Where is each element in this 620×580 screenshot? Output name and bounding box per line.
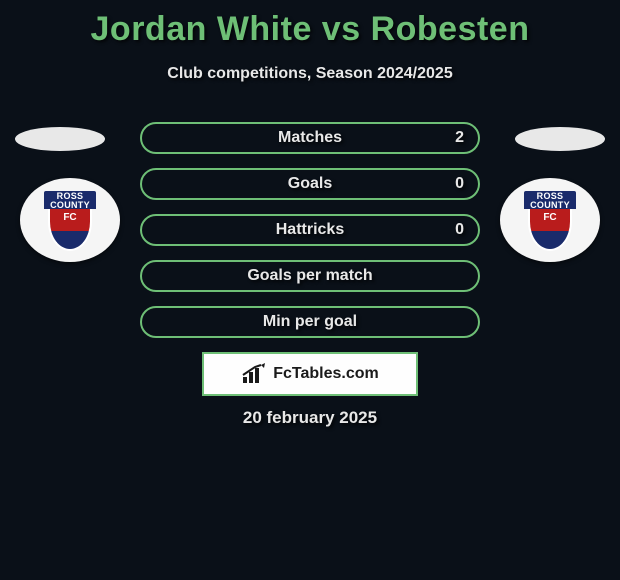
stat-row-matches: Matches 2 [140,122,480,154]
crest-shield-left [48,209,92,251]
page-title: Jordan White vs Robesten [0,0,620,49]
bar-chart-icon [241,363,267,385]
page-subtitle: Club competitions, Season 2024/2025 [0,65,620,83]
date-text: 20 february 2025 [0,408,620,428]
stat-row-goals: Goals 0 [140,168,480,200]
crest-left: ROSS COUNTY [44,191,96,249]
stat-row-goals-per-match: Goals per match [140,260,480,292]
stat-label: Goals [142,175,478,193]
stat-label: Min per goal [142,313,478,331]
stat-label: Goals per match [142,267,478,285]
club-logo-left: ROSS COUNTY [20,178,120,262]
crest-banner-left: ROSS COUNTY [44,191,96,209]
stats-panel: Matches 2 Goals 0 Hattricks 0 Goals per … [140,122,480,352]
stat-label: Matches [142,129,478,147]
stat-label: Hattricks [142,221,478,239]
crest-shield-right [528,209,572,251]
crest-right: ROSS COUNTY [524,191,576,249]
club-logo-right: ROSS COUNTY [500,178,600,262]
stat-row-min-per-goal: Min per goal [140,306,480,338]
player-photo-placeholder-right [515,127,605,151]
crest-banner-right: ROSS COUNTY [524,191,576,209]
player-photo-placeholder-left [15,127,105,151]
branding-panel: FcTables.com [202,352,418,396]
branding-text: FcTables.com [273,365,379,383]
stat-row-hattricks: Hattricks 0 [140,214,480,246]
